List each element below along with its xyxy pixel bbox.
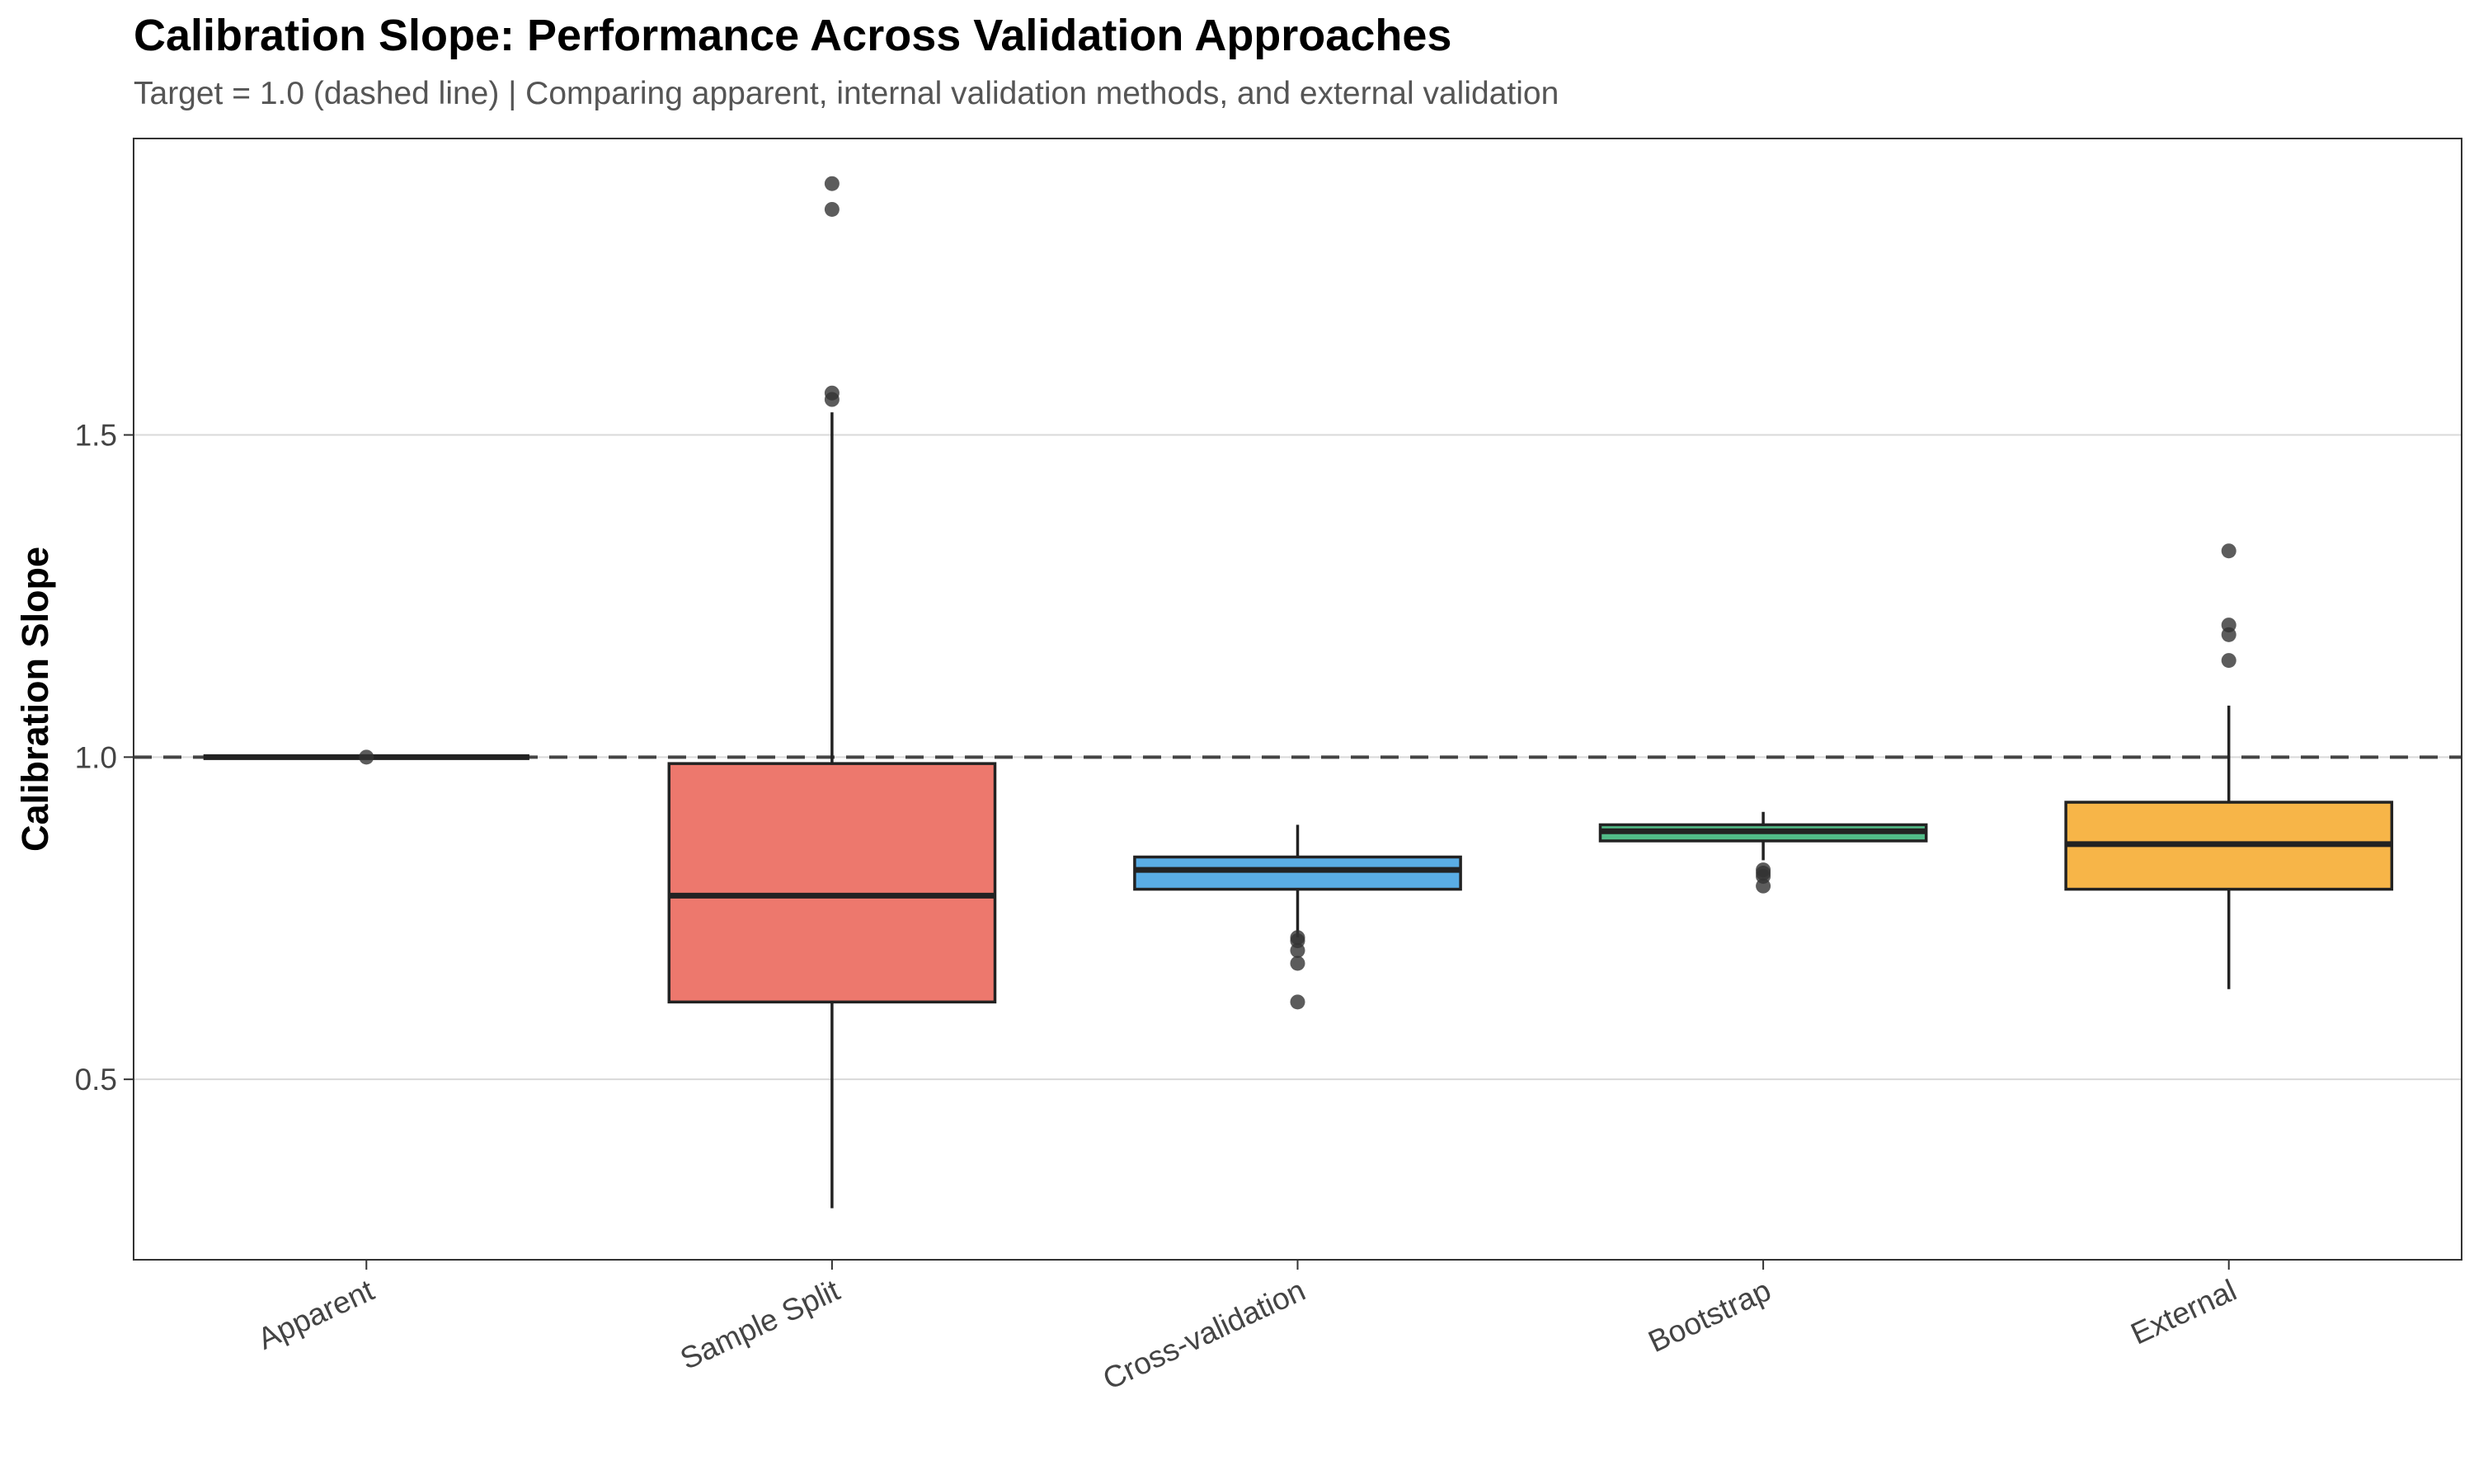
y-axis-label: Calibration Slope xyxy=(14,547,56,852)
outlier-point xyxy=(1756,878,1771,894)
box-group xyxy=(2064,543,2394,989)
box-group xyxy=(1133,824,1462,1010)
y-tick-label: 1.5 xyxy=(75,419,117,453)
outlier-point xyxy=(2221,543,2236,559)
outlier-point xyxy=(824,176,840,191)
outlier-point xyxy=(1290,942,1305,958)
iqr-box xyxy=(1133,855,1462,891)
box-group xyxy=(1598,811,1928,894)
boxes-layer xyxy=(203,176,2394,1209)
chart-subtitle: Target = 1.0 (dashed line) | Comparing a… xyxy=(134,76,1559,111)
chart-title: Calibration Slope: Performance Across Va… xyxy=(134,11,1452,60)
x-tick-label: Sample Split xyxy=(675,1273,845,1376)
plot-panel-border xyxy=(133,138,2462,1261)
x-tick-label: Apparent xyxy=(252,1273,379,1356)
box-group xyxy=(667,176,997,1209)
box-group xyxy=(203,749,529,765)
x-tick-label: External xyxy=(2126,1273,2241,1351)
outlier-point xyxy=(1290,994,1305,1010)
outlier-point xyxy=(2221,653,2236,669)
outlier-point xyxy=(359,749,374,765)
x-tick-label: Cross-validation xyxy=(1098,1273,1310,1396)
axes-layer: 0.5 1.0 1.5 Apparent Sample Split Cross-valid… xyxy=(75,419,2242,1397)
outlier-point xyxy=(1290,956,1305,971)
outlier-point xyxy=(824,201,840,217)
outlier-point xyxy=(2221,627,2236,642)
outlier-point xyxy=(824,392,840,407)
y-tick-label: 1.0 xyxy=(75,740,117,774)
x-tick-label: Bootstrap xyxy=(1644,1273,1776,1359)
y-tick-label: 0.5 xyxy=(75,1063,117,1097)
iqr-box xyxy=(667,762,997,1004)
